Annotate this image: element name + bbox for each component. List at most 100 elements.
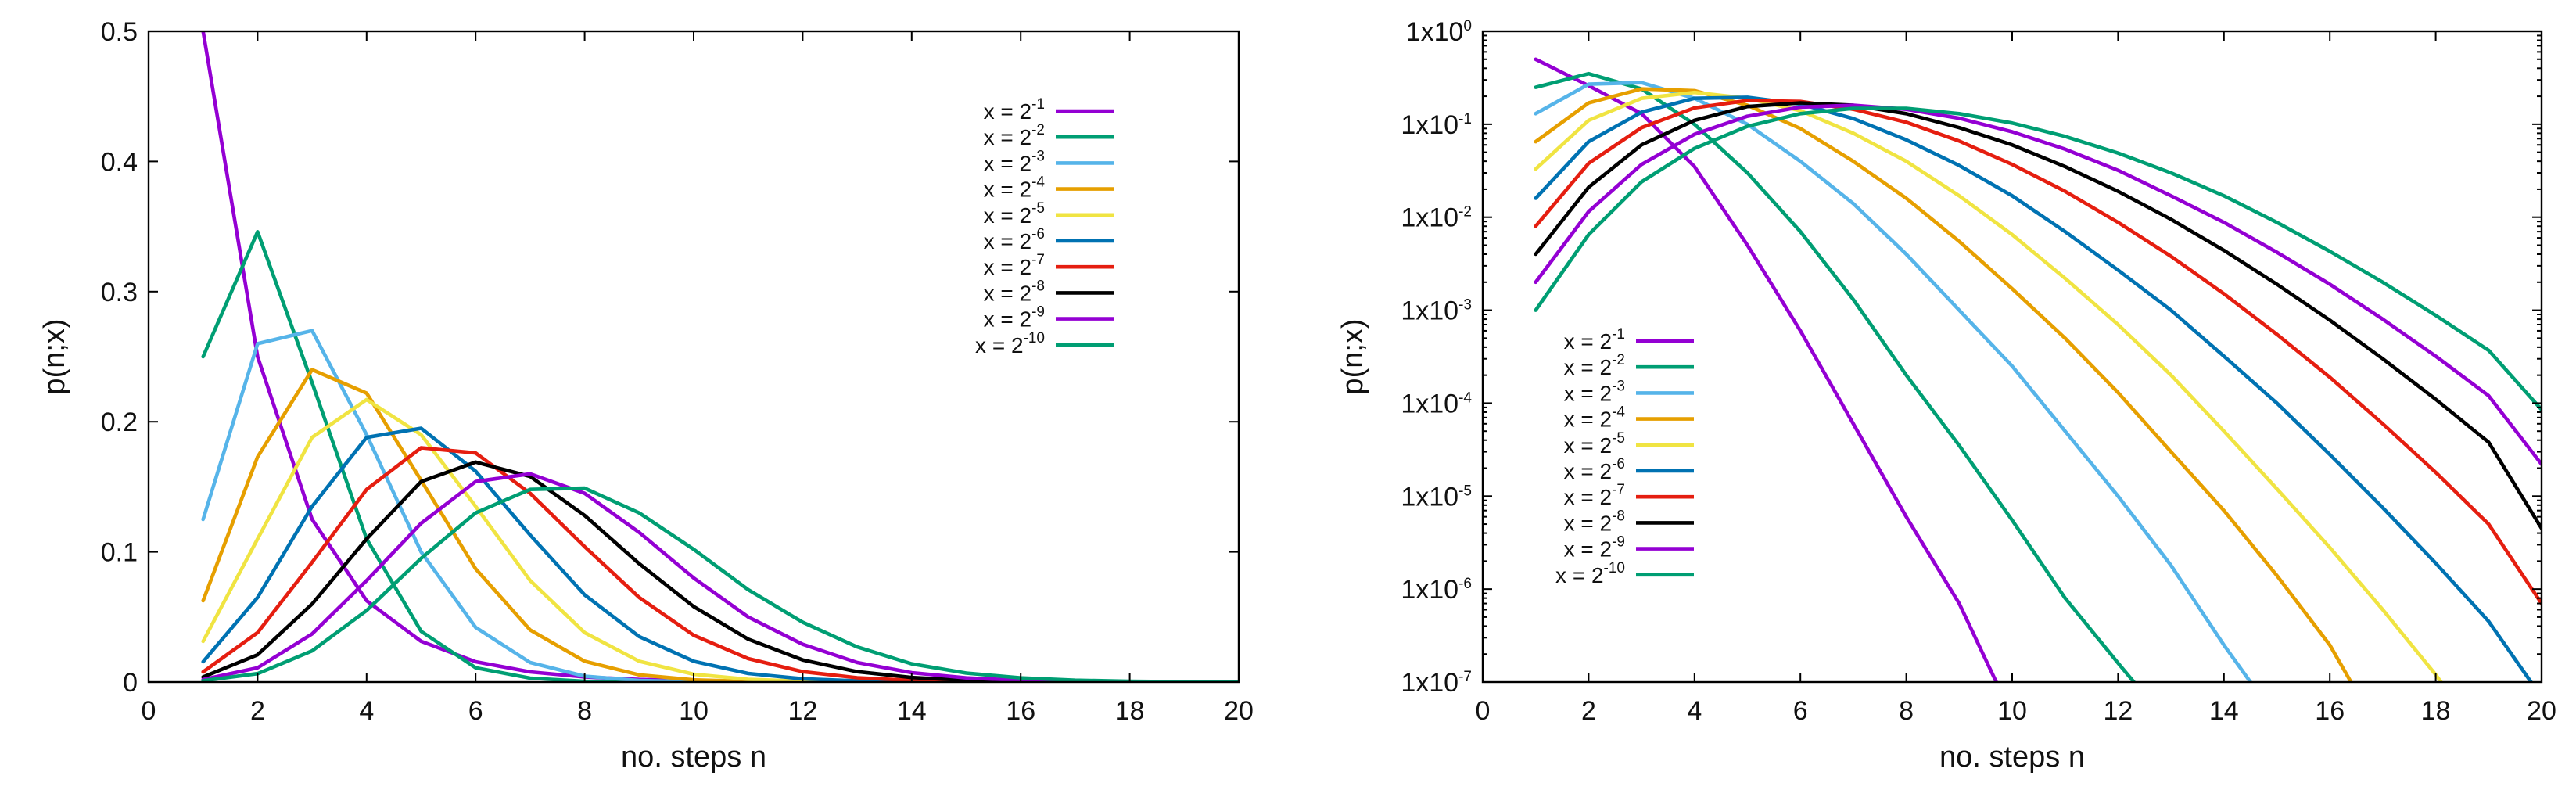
y-tick-label-base: 1x10 (1401, 575, 1458, 605)
legend-label-exponent: -2 (1612, 352, 1625, 368)
legend-label: x = 2-6 (1564, 456, 1625, 483)
linear-panel: 0 2 4 6 8 10 12 14 16 18 20 0 0.1 0.2 0.3 0.4 0.5 no. st… (38, 17, 1254, 774)
legend-label-exponent: -7 (1612, 482, 1625, 498)
legend-label: x = 2-3 (1564, 378, 1625, 405)
y-tick-label-base: 1x10 (1401, 389, 1458, 418)
y-tick-label: 1x10-4 (1401, 389, 1472, 418)
legend-label-exponent: -5 (1612, 430, 1625, 447)
linear-series-line-x2--10 (201, 486, 1239, 682)
log-series-line-x2--3 (1534, 81, 2252, 682)
legend-label-exponent: -1 (1031, 96, 1045, 113)
legend-label-exponent: -9 (1031, 304, 1045, 321)
x-tick-label: 10 (679, 696, 709, 726)
legend-label-base: x = 2 (984, 178, 1031, 202)
y-tick-label: 0 (123, 668, 138, 698)
x-tick-label: 14 (897, 696, 927, 726)
linear-legend: x = 2-1x = 2-2x = 2-3x = 2-4x = 2-5x = 2… (975, 96, 1114, 357)
x-tick-label: 18 (1115, 696, 1145, 726)
y-tick-label: 0.4 (101, 147, 138, 177)
legend-label-exponent: -10 (1604, 560, 1625, 576)
legend-label-base: x = 2 (984, 125, 1031, 149)
linear-series-line-x2--4 (201, 368, 1239, 682)
legend-label: x = 2-2 (984, 122, 1045, 149)
linear-series-line-x2--1 (201, 31, 1239, 682)
log-legend: x = 2-1x = 2-2x = 2-3x = 2-4x = 2-5x = 2… (1555, 326, 1694, 587)
y-tick-label-exponent: -2 (1458, 204, 1472, 221)
legend-label-base: x = 2 (1564, 537, 1612, 562)
y-tick-label-exponent: -7 (1458, 669, 1472, 685)
linear-series-line-x2--6 (201, 426, 1239, 682)
y-tick-label-base: 1x10 (1401, 110, 1458, 140)
linear-series-line-x2--5 (201, 397, 1239, 682)
x-tick-label: 12 (2103, 696, 2133, 726)
legend-label-exponent: -3 (1612, 378, 1625, 394)
y-tick-label: 1x10-5 (1401, 482, 1472, 512)
x-tick-label: 16 (2315, 696, 2345, 726)
legend-label-base: x = 2 (1564, 511, 1612, 535)
log-series-line-x2--4 (1534, 87, 2353, 682)
legend-label-base: x = 2 (1564, 408, 1612, 432)
y-tick-label-exponent: -3 (1458, 297, 1472, 314)
legend-label-base: x = 2 (1564, 329, 1612, 354)
linear-series-group (201, 31, 1239, 682)
legend-label: x = 2-4 (1564, 404, 1626, 432)
legend-label: x = 2-2 (1564, 352, 1625, 379)
legend-label-base: x = 2 (984, 99, 1031, 124)
y-tick-label: 1x10-6 (1401, 575, 1472, 605)
log-series-line-x2--1 (1534, 57, 1998, 682)
x-tick-label: 8 (1899, 696, 1914, 726)
legend-label-exponent: -4 (1031, 174, 1045, 191)
log-series-line-x2--9 (1534, 103, 2542, 466)
y-tick-label-base: 1x10 (1401, 296, 1458, 326)
y-tick-label: 0.2 (101, 408, 138, 437)
log-ticks: 0 2 4 6 8 10 12 14 16 18 201x10-71x10-61x10-51x10-… (1401, 17, 2556, 726)
x-tick-label: 2 (1581, 696, 1596, 726)
linear-x-axis-label: no. steps n (621, 741, 766, 774)
y-tick-label-exponent: -6 (1458, 576, 1472, 592)
y-tick-label-base: 1x10 (1401, 668, 1458, 698)
x-tick-label: 6 (468, 696, 483, 726)
x-tick-label: 4 (1687, 696, 1702, 726)
legend-label: x = 2-7 (984, 252, 1045, 279)
x-tick-label: 16 (1006, 696, 1035, 726)
legend-label-exponent: -2 (1031, 122, 1045, 138)
y-tick-label: 1x10-7 (1401, 668, 1472, 698)
y-tick-label-base: 1x10 (1401, 482, 1458, 512)
log-x-axis-label: no. steps n (1939, 741, 2085, 774)
y-tick-label: 1x10-2 (1401, 203, 1472, 233)
legend-label-exponent: -8 (1612, 508, 1625, 524)
y-tick-label: 1x10-3 (1401, 296, 1472, 326)
legend-label-exponent: -7 (1031, 252, 1045, 268)
log-series-line-x2--10 (1534, 106, 2542, 412)
x-tick-label: 10 (1997, 696, 2027, 726)
x-tick-label: 20 (2527, 696, 2556, 726)
linear-y-axis-label: p(n;x) (38, 318, 71, 394)
legend-label-base: x = 2 (1564, 459, 1612, 483)
linear-ticks: 0 2 4 6 8 10 12 14 16 18 20 0 0.1 0.2 0.3 0.4 0.5 (101, 17, 1254, 726)
linear-series-line-x2--2 (201, 230, 1239, 682)
x-tick-label: 4 (359, 696, 374, 726)
y-tick-label: 1x10-1 (1401, 110, 1472, 140)
linear-plot-frame (147, 30, 1240, 684)
x-tick-label: 0 (1476, 696, 1491, 726)
legend-label-base: x = 2 (1564, 355, 1612, 379)
legend-label: x = 2-5 (984, 200, 1045, 228)
legend-label: x = 2-1 (1564, 326, 1625, 354)
legend-label: x = 2-10 (1555, 560, 1625, 587)
legend-label-exponent: -9 (1612, 534, 1625, 551)
legend-label-base: x = 2 (984, 151, 1031, 175)
legend-label: x = 2-7 (1564, 482, 1625, 509)
y-tick-label: 0.1 (101, 538, 138, 568)
legend-label-base: x = 2 (984, 229, 1031, 253)
legend-label-base: x = 2 (984, 281, 1031, 305)
y-tick-label-exponent: -4 (1458, 390, 1472, 406)
x-tick-label: 6 (1793, 696, 1808, 726)
y-tick-label-base: 1x10 (1406, 17, 1464, 47)
legend-label: x = 2-10 (975, 330, 1045, 357)
x-tick-label: 18 (2421, 696, 2451, 726)
log-series-line-x2--2 (1534, 71, 2136, 682)
log-series-line-x2--8 (1534, 101, 2542, 530)
legend-label: x = 2-9 (1564, 534, 1625, 562)
legend-label-base: x = 2 (984, 307, 1031, 332)
